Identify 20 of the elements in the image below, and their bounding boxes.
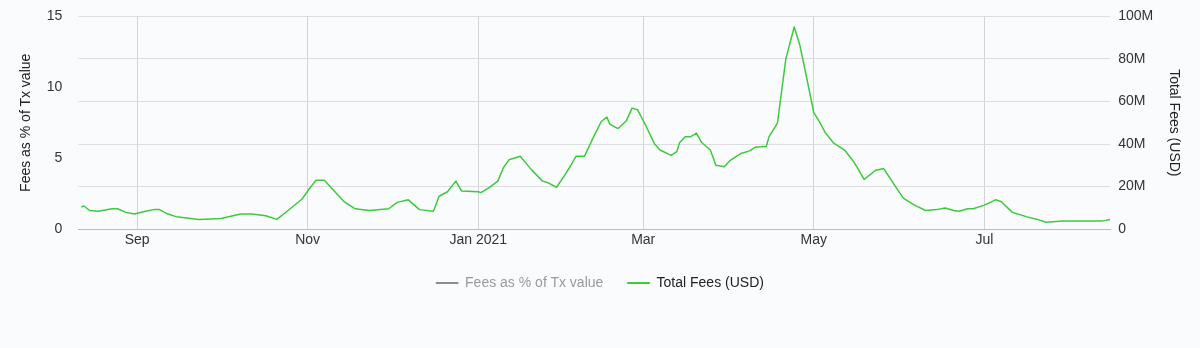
x-tick-label: Mar [631, 231, 656, 248]
y2-tick-label: 100M [1118, 7, 1154, 24]
y-tick-label: 0 [54, 220, 63, 237]
y2-tick-label: 0 [1118, 220, 1127, 237]
y2-axis-title: Total Fees (USD) [1166, 69, 1183, 177]
y2-tick-label: 80M [1118, 49, 1146, 66]
y-tick-label: 5 [54, 149, 63, 166]
x-tick-label: Jul [975, 231, 994, 248]
legend-label: Total Fees (USD) [656, 273, 764, 290]
x-tick-label: Sep [124, 231, 150, 248]
y-tick-label: 15 [46, 7, 63, 24]
y-tick-label: 10 [46, 78, 63, 95]
legend-label: Fees as % of Tx value [465, 273, 604, 290]
y2-tick-label: 20M [1118, 177, 1146, 194]
x-tick-label: May [800, 231, 828, 248]
y2-tick-label: 60M [1118, 92, 1146, 109]
x-tick-label: Nov [295, 231, 321, 248]
x-tick-label: Jan 2021 [449, 231, 508, 248]
y2-tick-label: 40M [1118, 134, 1146, 151]
y-axis-title: Fees as % of Tx value [17, 53, 34, 192]
